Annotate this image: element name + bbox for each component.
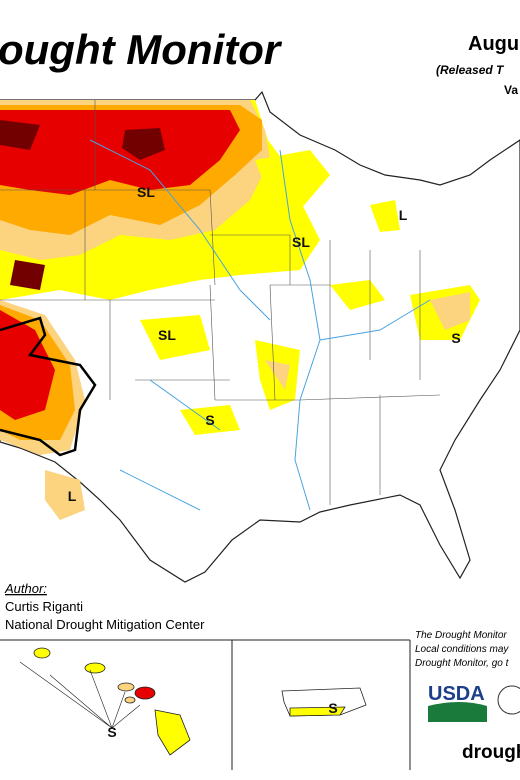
note-line: Local conditions may (415, 644, 509, 655)
map-label: S (328, 700, 337, 716)
footer-url: drough (462, 742, 520, 763)
map-label: L (399, 207, 408, 223)
state-lines (0, 100, 441, 505)
seal (497, 685, 520, 715)
author-org: National Drought Mitigation Center (5, 617, 205, 632)
released: (Released T (436, 63, 505, 77)
map-label: SL (292, 234, 310, 250)
author-label: Author: (4, 581, 47, 596)
drought-east-d0 (140, 150, 480, 435)
note-line: The Drought Monitor (415, 630, 507, 641)
date: Augu (468, 33, 519, 55)
rivers (89, 139, 431, 511)
map-label: S (205, 412, 214, 428)
usda-swoosh (428, 702, 487, 722)
map-label: S (451, 330, 460, 346)
impact-boundary (0, 316, 97, 457)
valid: Va (504, 83, 518, 97)
author-name: Curtis Riganti (5, 599, 83, 614)
drought-sw-d3 (0, 310, 55, 420)
inset-frame (0, 639, 411, 770)
usda-logo: USDA (428, 683, 485, 705)
hawaii-inset (19, 647, 191, 756)
drought-d4 (0, 120, 165, 290)
map-label: S (107, 724, 116, 740)
title: ought Monitor (0, 26, 283, 73)
map-label: SL (137, 184, 155, 200)
note-line: Drought Monitor, go t (415, 658, 510, 669)
drought-d3 (0, 110, 240, 195)
map-label: L (68, 488, 77, 504)
map-label: SL (158, 327, 176, 343)
puerto-rico-inset (281, 687, 367, 717)
drought-east-d1 (265, 292, 470, 390)
